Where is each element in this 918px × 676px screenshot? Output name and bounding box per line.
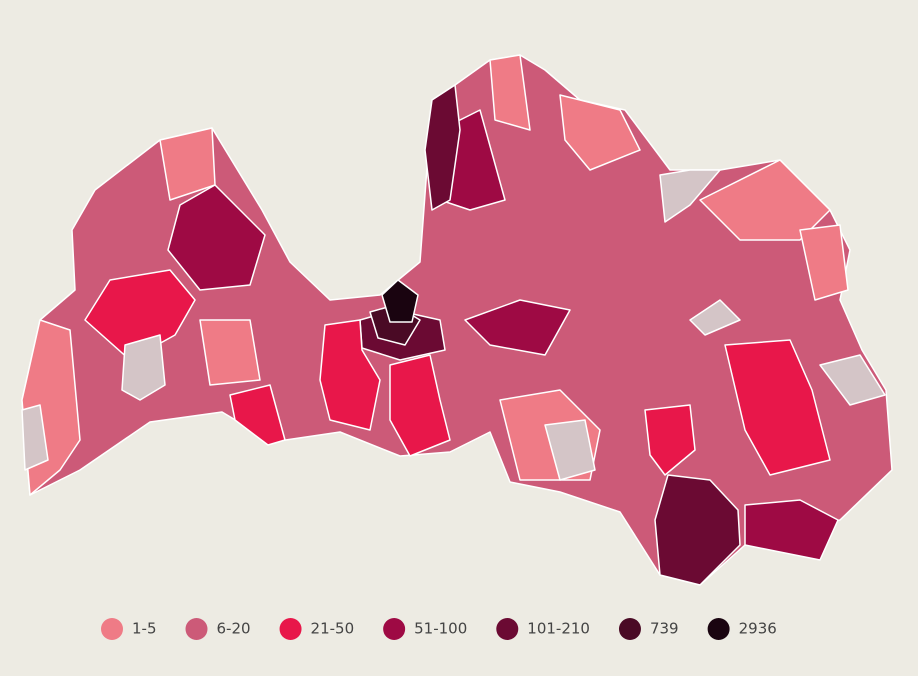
legend-swatch bbox=[279, 618, 302, 640]
legend-label: 1-5 bbox=[132, 620, 157, 638]
region bbox=[389, 354, 451, 457]
legend-label: 21-50 bbox=[311, 620, 355, 638]
region-no-data bbox=[819, 354, 886, 406]
region bbox=[654, 474, 741, 586]
legend-label: 739 bbox=[650, 620, 679, 638]
region bbox=[644, 404, 696, 476]
regions bbox=[21, 54, 893, 586]
region bbox=[424, 84, 461, 211]
legend-label: 2936 bbox=[739, 620, 777, 638]
region bbox=[699, 159, 831, 241]
region bbox=[559, 94, 641, 171]
legend-label: 51-100 bbox=[414, 620, 467, 638]
legend-swatch bbox=[618, 618, 641, 640]
legend-swatch bbox=[707, 618, 730, 640]
legend-swatch bbox=[101, 618, 123, 640]
legend-label: 6-20 bbox=[217, 620, 251, 638]
region bbox=[799, 224, 849, 301]
region bbox=[319, 319, 381, 431]
region bbox=[489, 54, 531, 131]
legend-swatch bbox=[383, 618, 406, 640]
region bbox=[464, 299, 571, 356]
legend-swatch bbox=[185, 618, 208, 640]
region-no-data bbox=[544, 419, 596, 481]
region bbox=[167, 184, 266, 291]
legend-swatch bbox=[496, 618, 519, 640]
region-no-data bbox=[21, 404, 49, 471]
region bbox=[744, 499, 839, 561]
legend-label: 101-210 bbox=[527, 620, 590, 638]
region-no-data bbox=[689, 299, 741, 336]
region-no-data bbox=[659, 169, 721, 223]
region bbox=[381, 279, 419, 323]
region bbox=[724, 339, 831, 476]
legend: 1-5 6-20 21-50 51-100 101-210 739 2936 bbox=[101, 618, 777, 640]
region bbox=[229, 384, 286, 446]
region-no-data bbox=[121, 334, 166, 401]
region bbox=[199, 319, 261, 386]
